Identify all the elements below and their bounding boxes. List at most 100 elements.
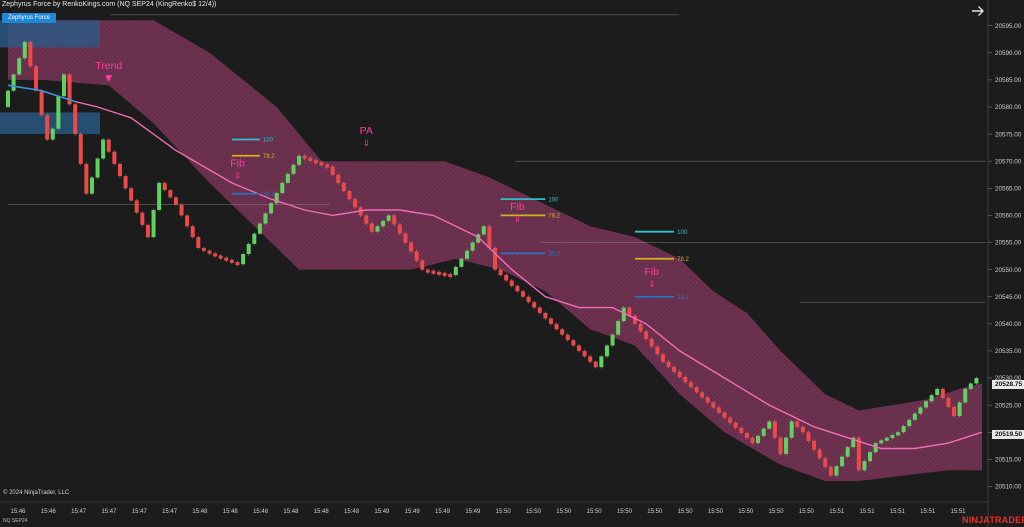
renko-brick — [106, 139, 111, 152]
renko-brick — [470, 242, 475, 251]
renko-brick — [890, 434, 895, 438]
renko-brick — [229, 259, 234, 263]
x-tick-label: 15:49 — [465, 509, 481, 515]
renko-brick — [185, 215, 190, 227]
renko-brick — [778, 437, 783, 454]
renko-brick — [683, 377, 688, 383]
renko-brick — [929, 395, 934, 402]
renko-brick — [879, 440, 884, 444]
renko-brick — [17, 58, 22, 75]
y-tick-label: 20530.00 — [995, 375, 1022, 382]
renko-brick — [353, 199, 358, 208]
renko-brick — [520, 291, 525, 297]
renko-brick — [403, 233, 408, 243]
renko-brick — [381, 220, 386, 227]
renko-brick — [554, 323, 559, 330]
renko-brick — [112, 151, 117, 164]
annotation-arrow-icon: ⇓ — [648, 280, 656, 290]
renko-brick — [336, 174, 341, 183]
x-tick-label: 15:50 — [708, 509, 724, 515]
renko-brick — [632, 315, 637, 324]
x-tick-label: 15:48 — [283, 509, 299, 515]
renko-brick — [213, 253, 218, 257]
arrow-right-icon[interactable] — [969, 2, 987, 20]
indicator-button[interactable]: Zephyrus Force — [2, 13, 57, 23]
x-tick-label: 15:46 — [10, 509, 26, 515]
x-tick-label: 15:50 — [799, 509, 815, 515]
renko-brick — [134, 200, 139, 213]
renko-brick — [856, 437, 861, 471]
renko-brick — [22, 41, 27, 59]
annotation-arrow-icon: ▼ — [105, 74, 112, 84]
renko-brick — [756, 435, 761, 444]
renko-brick — [56, 96, 61, 129]
x-tick-label: 15:48 — [314, 509, 330, 515]
renko-brick — [918, 407, 923, 414]
renko-brick — [257, 223, 262, 234]
x-tick-label: 15:47 — [162, 509, 178, 515]
renko-brick — [397, 224, 402, 234]
fib-level-label: 100 — [548, 197, 559, 203]
renko-brick — [974, 378, 979, 384]
renko-brick — [952, 406, 957, 416]
renko-brick — [627, 307, 632, 316]
renko-brick — [963, 388, 968, 403]
renko-brick — [123, 176, 128, 189]
price-tag: 20528.75 — [992, 380, 1024, 390]
renko-brick — [341, 182, 346, 192]
fib-level-label: 38.2 — [548, 252, 560, 258]
y-tick-label: 20535.00 — [995, 348, 1022, 355]
renko-brick — [672, 366, 677, 372]
renko-brick — [716, 407, 721, 413]
renko-brick — [201, 247, 206, 251]
renko-brick — [504, 275, 509, 281]
renko-brick — [168, 190, 173, 198]
renko-brick — [50, 128, 55, 140]
renko-brick — [95, 158, 100, 178]
renko-brick — [173, 197, 178, 205]
renko-brick — [364, 215, 369, 224]
renko-brick — [767, 421, 772, 429]
renko-brick — [442, 272, 447, 276]
renko-brick — [280, 182, 285, 194]
y-tick-label: 20580.00 — [995, 104, 1022, 111]
renko-brick — [515, 285, 520, 292]
renko-brick — [73, 104, 78, 135]
renko-brick — [896, 432, 901, 436]
renko-brick — [509, 280, 514, 286]
renko-brick — [11, 74, 16, 91]
renko-brick — [252, 233, 257, 244]
renko-brick — [325, 164, 330, 168]
renko-brick — [476, 234, 481, 243]
renko-brick — [817, 449, 822, 459]
renko-brick — [666, 361, 671, 367]
annotation-label: PA — [360, 125, 373, 137]
x-tick-label: 15:51 — [829, 509, 845, 515]
renko-brick — [571, 340, 576, 346]
renko-brick — [179, 204, 184, 216]
renko-brick — [845, 447, 850, 457]
renko-brick — [84, 163, 89, 194]
renko-brick — [795, 421, 800, 427]
renko-brick — [190, 226, 195, 238]
annotation-arrow-icon: ⇓ — [234, 172, 242, 182]
renko-brick — [873, 443, 878, 453]
renko-brick — [733, 422, 738, 428]
x-tick-label: 15:49 — [435, 509, 451, 515]
renko-brick — [868, 452, 873, 462]
renko-brick — [347, 191, 352, 200]
x-tick-label: 15:51 — [950, 509, 966, 515]
renko-brick — [526, 296, 531, 303]
x-tick-label: 15:47 — [132, 509, 148, 515]
renko-brick — [196, 237, 201, 248]
renko-brick — [437, 271, 442, 275]
x-tick-label: 15:49 — [374, 509, 390, 515]
renko-brick — [862, 461, 867, 471]
renko-brick — [140, 212, 145, 225]
renko-brick — [789, 421, 794, 438]
renko-brick — [784, 437, 789, 454]
y-tick-label: 20515.00 — [995, 457, 1022, 464]
renko-brick — [392, 215, 397, 225]
renko-brick — [728, 417, 733, 423]
